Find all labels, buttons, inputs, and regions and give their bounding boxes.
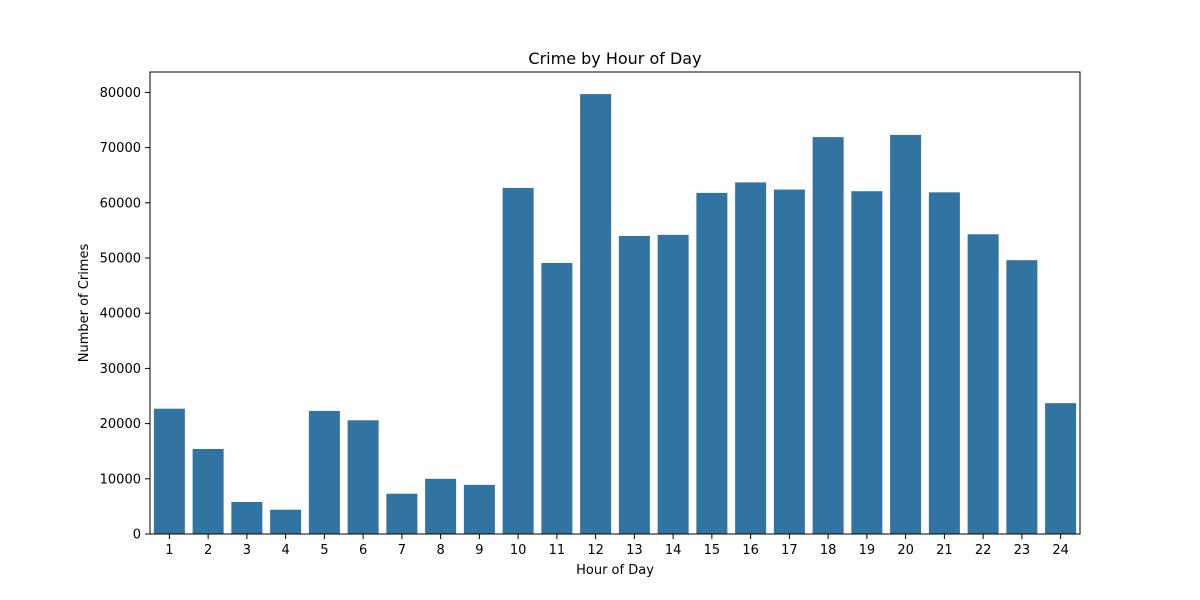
y-tick-label: 20000 <box>100 417 141 432</box>
bar-hour-3 <box>231 501 263 534</box>
bar-hour-7 <box>386 493 418 534</box>
x-axis: 1 2 3 4 5 6 7 8 9 10 11 12 13 14 15 16 17 18 19 20 21 22 23 24 <box>165 534 1069 558</box>
bar-hour-11 <box>541 262 573 534</box>
y-tick-label: 0 <box>133 528 141 543</box>
x-tick-label: 23 <box>1014 543 1031 558</box>
bar-hour-16 <box>735 182 767 534</box>
bar-hour-17 <box>773 189 805 534</box>
x-tick-label: 17 <box>781 543 798 558</box>
bar-hour-8 <box>425 478 457 534</box>
y-tick-label: 80000 <box>100 86 141 101</box>
y-tick-label: 50000 <box>100 252 141 267</box>
y-tick-label: 40000 <box>100 307 141 322</box>
x-axis-label: Hour of Day <box>576 563 654 578</box>
bar-hour-21 <box>928 192 960 534</box>
bar-hour-2 <box>192 448 224 534</box>
x-tick-label: 14 <box>665 543 682 558</box>
y-tick-label: 10000 <box>100 472 141 487</box>
x-tick-label: 10 <box>510 543 527 558</box>
x-tick-label: 6 <box>359 543 367 558</box>
bar-hour-20 <box>890 134 922 534</box>
y-tick-label: 60000 <box>100 196 141 211</box>
x-tick-label: 8 <box>436 543 444 558</box>
x-tick-label: 21 <box>936 543 953 558</box>
x-tick-label: 19 <box>859 543 876 558</box>
x-tick-label: 3 <box>243 543 251 558</box>
x-tick-label: 20 <box>897 543 914 558</box>
y-axis: 0 10000 20000 30000 40000 50000 60000 70000 8000… <box>100 86 150 543</box>
bar-hour-14 <box>657 234 689 534</box>
x-tick-label: 5 <box>320 543 328 558</box>
y-tick-label: 30000 <box>100 362 141 377</box>
y-tick-label: 70000 <box>100 141 141 156</box>
bar-hour-12 <box>580 94 612 534</box>
x-tick-label: 4 <box>281 543 289 558</box>
x-tick-label: 1 <box>165 543 173 558</box>
bar-hour-22 <box>967 234 999 534</box>
bar-hour-19 <box>851 191 883 534</box>
bar-hour-9 <box>463 484 495 534</box>
chart-title: Crime by Hour of Day <box>528 49 701 68</box>
bar-hour-18 <box>812 137 844 534</box>
x-tick-label: 2 <box>204 543 212 558</box>
plot-frame <box>149 71 1081 535</box>
x-tick-label: 24 <box>1052 543 1069 558</box>
x-tick-label: 16 <box>742 543 759 558</box>
bar-hour-1 <box>153 408 185 534</box>
bar-hour-10 <box>502 187 534 534</box>
bar-hour-5 <box>308 410 340 534</box>
x-tick-label: 15 <box>704 543 721 558</box>
bar-hour-23 <box>1006 260 1038 534</box>
y-axis-label: Number of Crimes <box>77 244 92 363</box>
bar-hour-4 <box>270 509 302 534</box>
x-tick-label: 22 <box>975 543 992 558</box>
x-tick-label: 7 <box>398 543 406 558</box>
x-tick-label: 13 <box>626 543 643 558</box>
bar-hour-13 <box>618 235 650 534</box>
x-tick-label: 18 <box>820 543 837 558</box>
bar-hour-24 <box>1045 403 1077 534</box>
x-tick-label: 11 <box>549 543 566 558</box>
x-tick-label: 12 <box>587 543 604 558</box>
bar-hour-6 <box>347 420 379 534</box>
bars-group <box>153 94 1077 534</box>
bar-hour-15 <box>696 192 728 534</box>
x-tick-label: 9 <box>475 543 483 558</box>
